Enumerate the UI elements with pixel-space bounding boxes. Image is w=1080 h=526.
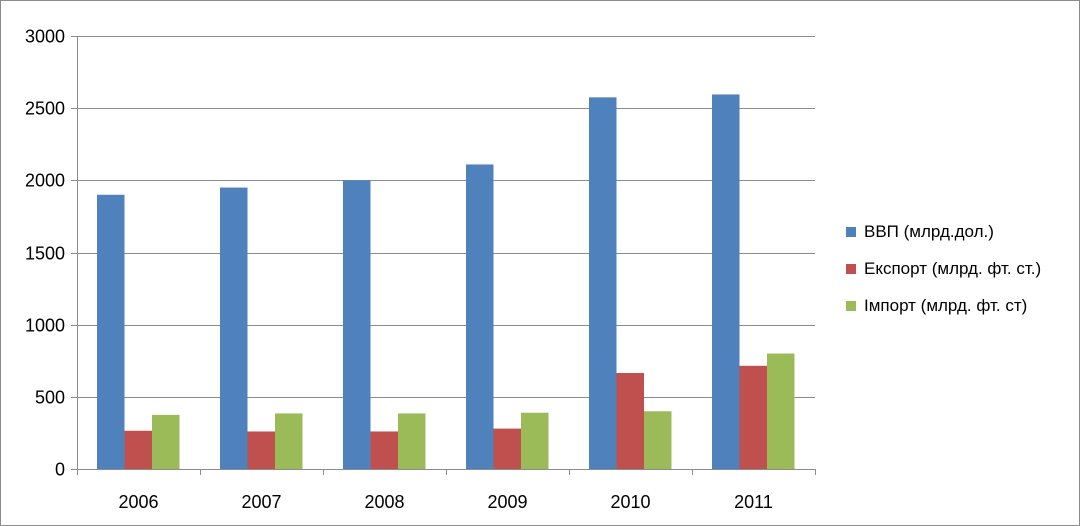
y-tick-label: 0 — [55, 460, 65, 480]
x-tick-label: 2008 — [364, 492, 404, 512]
gridlines — [71, 36, 815, 470]
y-tick-label: 500 — [35, 388, 65, 408]
x-tick-label: 2011 — [734, 492, 773, 512]
axes — [77, 36, 816, 475]
x-tick-label: 2007 — [241, 492, 281, 512]
bar-2008-series-2 — [370, 431, 398, 469]
bar-2009-series-1 — [466, 164, 494, 469]
bar-2010-series-1 — [589, 97, 617, 469]
y-tick-label: 1000 — [25, 316, 65, 336]
bar-2006-series-2 — [124, 430, 152, 469]
bar-2011-series-3 — [767, 353, 795, 469]
bar-2009-series-2 — [493, 428, 521, 469]
bar-2010-series-3 — [644, 411, 672, 469]
legend: ВВП (млрд.дол.) Експорт (млрд. фт. ст.) Ім… — [846, 213, 1041, 324]
x-tick-label: 2009 — [487, 492, 527, 512]
bar-2010-series-2 — [616, 373, 644, 469]
y-axis-tick-labels: 0 500 1000 1500 2000 2500 3000 — [25, 27, 65, 480]
y-tick-label: 1500 — [25, 244, 65, 264]
bar-2007-series-1 — [220, 187, 248, 470]
legend-item: ВВП (млрд.дол.) — [846, 213, 1041, 250]
bar-2009-series-3 — [521, 412, 549, 469]
x-tick-label: 2006 — [118, 492, 158, 512]
bar-2011-series-1 — [712, 94, 740, 469]
bar-2006-series-3 — [152, 414, 180, 469]
legend-swatch — [846, 263, 856, 274]
bar-2006-series-1 — [97, 194, 125, 469]
y-tick-label: 2000 — [25, 171, 65, 191]
legend-item: Експорт (млрд. фт. ст.) — [846, 250, 1041, 287]
legend-label: ВВП (млрд.дол.) — [864, 221, 994, 241]
y-tick-label: 2500 — [25, 99, 65, 119]
legend-item: Імпорт (млрд. фт. ст) — [846, 287, 1041, 324]
bar-2008-series-3 — [398, 413, 426, 469]
legend-label: Експорт (млрд. фт. ст.) — [864, 258, 1042, 278]
bar-2008-series-1 — [343, 180, 371, 470]
x-axis-tick-labels: 2006 2007 2008 2009 2010 2011 — [118, 492, 772, 512]
legend-swatch — [846, 300, 856, 311]
y-tick-label: 3000 — [25, 27, 65, 47]
bar-2011-series-2 — [739, 365, 767, 469]
bar-2007-series-3 — [275, 413, 303, 469]
bars — [97, 94, 795, 470]
legend-swatch — [846, 226, 856, 237]
bar-2007-series-2 — [247, 431, 275, 469]
legend-label: Імпорт (млрд. фт. ст) — [864, 295, 1028, 315]
x-tick-label: 2010 — [610, 492, 650, 512]
